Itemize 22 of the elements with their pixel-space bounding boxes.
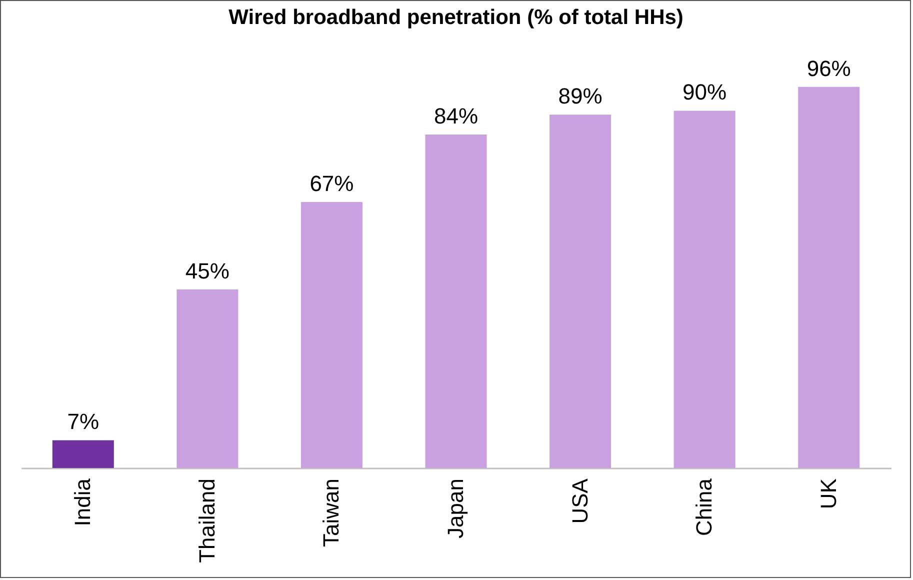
x-tick-label: Japan	[443, 478, 468, 538]
x-tick-label: Taiwan	[318, 478, 344, 547]
bar	[52, 440, 114, 468]
x-tick-label: UK	[816, 478, 841, 510]
x-tick-label: USA	[567, 478, 592, 524]
bar	[300, 202, 362, 468]
bar	[550, 114, 612, 468]
data-label: 67%	[310, 171, 354, 196]
bar	[798, 86, 860, 468]
bar	[176, 289, 238, 468]
chart-title: Wired broadband penetration (% of total HHs)	[228, 6, 684, 29]
x-tick-label: China	[692, 478, 717, 536]
bar	[674, 110, 736, 468]
bar	[425, 134, 487, 468]
data-label: 84%	[434, 104, 478, 129]
data-label: 7%	[67, 409, 100, 434]
data-label: 89%	[558, 84, 602, 109]
x-tick-label: India	[70, 478, 96, 526]
x-tick-label: Thailand	[194, 478, 220, 563]
data-label: 45%	[185, 258, 230, 284]
data-label: 96%	[806, 56, 851, 81]
data-label: 90%	[682, 80, 727, 105]
